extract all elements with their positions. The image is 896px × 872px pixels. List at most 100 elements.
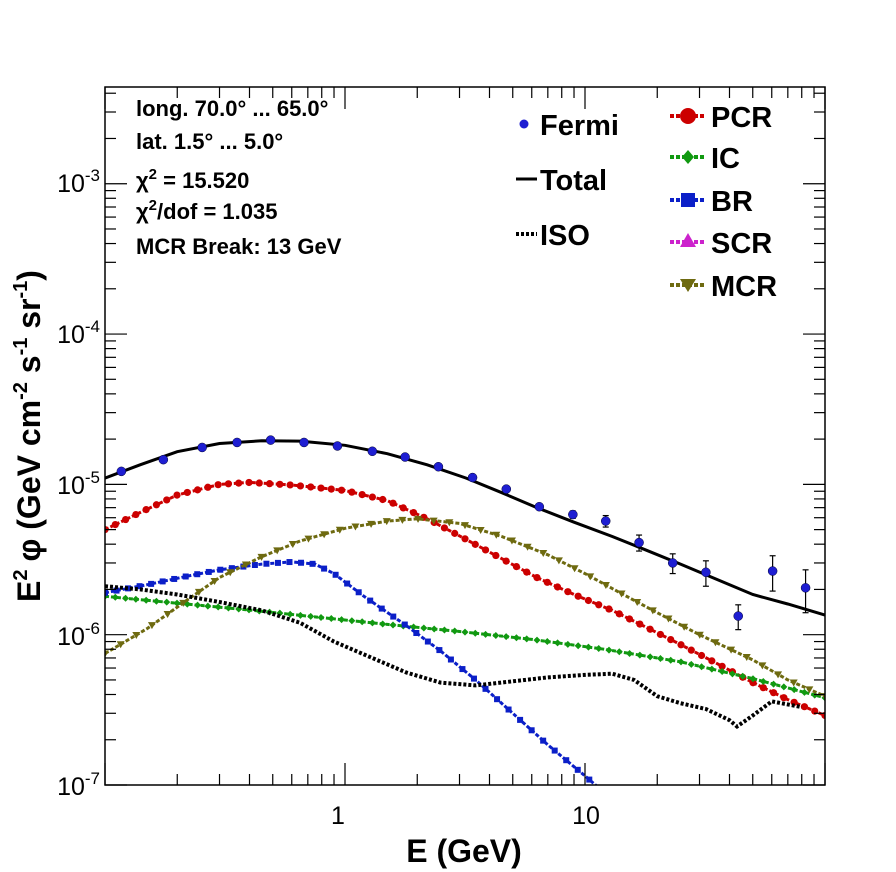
mcr-marker <box>351 523 360 531</box>
pcr-marker <box>121 515 130 524</box>
mcr-marker <box>554 557 563 565</box>
br-marker <box>113 587 120 594</box>
br-marker <box>194 571 201 578</box>
y-axis-title-phi: φ (GeV cm <box>11 400 47 562</box>
legend-item-scr: SCR <box>670 228 772 260</box>
pcr-marker <box>235 479 243 487</box>
y-axis-title-mid: s <box>11 355 47 382</box>
pcr-marker <box>697 651 706 660</box>
y-tick-1e-7-exp: -7 <box>85 769 100 788</box>
br-marker <box>148 580 155 587</box>
ic-marker <box>173 599 181 607</box>
ic-marker <box>389 621 397 629</box>
legend-pcr-marker <box>680 108 696 124</box>
ic-marker <box>708 665 716 673</box>
mcr-marker <box>570 565 579 573</box>
pcr-marker <box>677 641 685 649</box>
ic-marker <box>564 640 572 648</box>
y-tick-1e-6-exp: -6 <box>85 619 100 638</box>
mcr-marker <box>226 569 235 577</box>
pcr-marker <box>132 510 140 519</box>
legend-left: Fermi Total ISO <box>516 110 619 252</box>
br-marker <box>540 737 547 744</box>
pcr-marker <box>440 524 449 532</box>
mcr-marker <box>194 588 203 596</box>
ic-marker <box>770 680 778 688</box>
ic-marker <box>142 596 150 604</box>
pcr-marker <box>163 496 171 504</box>
info-longitude: long. 70.0° ... 65.0° <box>136 96 328 121</box>
br-marker <box>344 580 351 587</box>
ic-marker <box>718 668 726 676</box>
pcr-marker <box>769 689 778 697</box>
pcr-marker <box>481 546 490 554</box>
pcr-marker <box>399 504 407 512</box>
ic-marker <box>461 628 469 636</box>
legend-item-br: BR <box>670 186 753 218</box>
pcr-marker <box>245 478 253 487</box>
y-axis-title-sup3: -1 <box>10 338 32 356</box>
mcr-marker <box>382 518 391 526</box>
x-tick-label-1: 1 <box>331 802 345 830</box>
ic-marker <box>224 604 232 612</box>
chi2dof-value: /dof = 1.035 <box>157 199 277 224</box>
pcr-marker <box>523 568 531 576</box>
pcr-marker <box>327 485 335 493</box>
fermi-point <box>568 509 578 520</box>
ic-marker <box>749 675 757 683</box>
ic-marker <box>358 618 366 626</box>
ic-marker <box>286 610 294 618</box>
legend-item-ic: IC <box>670 143 740 175</box>
ic-marker <box>780 683 788 691</box>
ic-marker <box>800 688 808 696</box>
total-curve <box>105 439 825 617</box>
br-marker <box>205 568 212 575</box>
legend-scr-marker <box>680 233 696 247</box>
br-marker <box>459 666 466 673</box>
plot-layer <box>105 435 825 785</box>
ic-marker <box>338 616 346 624</box>
pcr-marker <box>451 529 459 537</box>
y-tick-1e-5-base: 10 <box>57 472 85 500</box>
br-marker <box>228 565 235 572</box>
mcr-marker <box>445 519 454 527</box>
chi2dof-sup: 2 <box>149 197 157 214</box>
br-marker <box>505 706 512 713</box>
fermi-point <box>400 452 410 462</box>
fermi-point <box>197 442 207 453</box>
fermi-point <box>701 567 711 578</box>
ic-marker <box>739 672 747 680</box>
info-latitude: lat. 1.5° ... 5.0° <box>136 129 283 154</box>
pcr-marker <box>368 493 377 501</box>
br-marker <box>321 565 328 572</box>
pcr-marker <box>564 588 572 596</box>
fermi-point <box>367 446 378 457</box>
br-marker <box>378 605 385 612</box>
pcr-marker <box>749 679 757 687</box>
pcr-marker <box>286 481 294 489</box>
plot-frame <box>104 86 826 786</box>
br-marker <box>217 566 224 573</box>
mcr-marker <box>539 549 548 557</box>
fermi-point <box>634 537 644 548</box>
pcr-marker <box>543 578 551 586</box>
pcr-marker <box>636 620 644 628</box>
pcr-marker <box>152 501 161 509</box>
ic-marker <box>122 594 130 602</box>
pcr-marker <box>471 540 479 548</box>
legend-iso-label: ISO <box>540 220 590 252</box>
br-marker <box>574 766 581 773</box>
pcr-marker <box>409 508 418 517</box>
br-marker <box>332 571 339 578</box>
y-tick-1e-6-base: 10 <box>57 623 85 651</box>
ic-marker <box>194 601 202 609</box>
y-tick-1e-7-base: 10 <box>57 773 85 801</box>
ic-marker <box>533 636 541 644</box>
pcr-marker <box>646 625 654 633</box>
pcr-marker <box>656 630 665 639</box>
legend-right: PCR IC BR SCR MCR <box>670 102 777 303</box>
mcr-marker <box>633 598 642 606</box>
br-marker <box>494 696 501 703</box>
mcr-marker <box>601 582 610 590</box>
